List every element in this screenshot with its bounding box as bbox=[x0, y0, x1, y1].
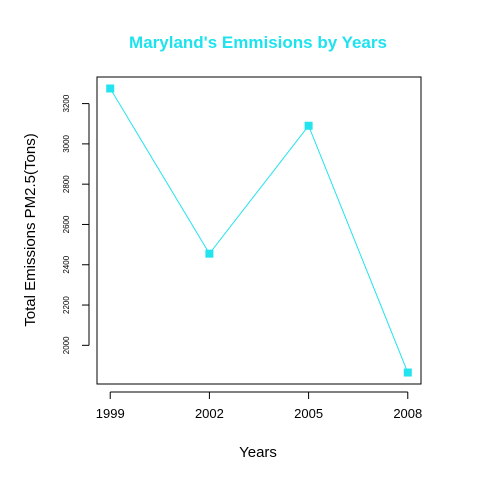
y-tick-label: 2800 bbox=[62, 175, 71, 193]
data-point-marker bbox=[205, 249, 214, 258]
x-tick-label: 1999 bbox=[96, 406, 125, 421]
y-tick-label: 2000 bbox=[62, 336, 71, 354]
y-tick-label: 2600 bbox=[62, 215, 71, 233]
y-tick-label: 2200 bbox=[62, 296, 71, 314]
plot-frame bbox=[96, 76, 422, 385]
x-tick-label: 2008 bbox=[393, 406, 422, 421]
series-group bbox=[106, 84, 412, 377]
x-tick-label: 2005 bbox=[294, 406, 323, 421]
data-point-marker bbox=[304, 121, 313, 130]
x-axis-title: Years bbox=[239, 444, 277, 461]
data-point-marker bbox=[403, 368, 412, 377]
x-axis: 1999 2002 2005 2008 bbox=[96, 391, 422, 421]
y-tick-label: 3200 bbox=[62, 94, 71, 112]
y-axis: 2000 2200 2400 2600 2800 3000 3200 bbox=[62, 94, 90, 354]
y-tick-label: 3000 bbox=[62, 134, 71, 152]
x-tick-label: 2002 bbox=[195, 406, 224, 421]
data-point-marker bbox=[106, 84, 115, 93]
chart-title: Maryland's Emmisions by Years bbox=[129, 33, 387, 52]
y-axis-title: Total Emissions PM2.5(Tons) bbox=[22, 133, 39, 326]
series-line bbox=[109, 88, 409, 373]
y-tick-label: 2400 bbox=[62, 255, 71, 273]
